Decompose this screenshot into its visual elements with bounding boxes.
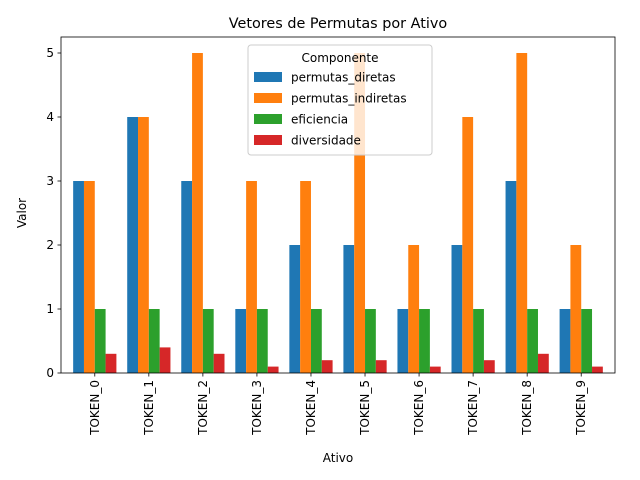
x-tick-label: TOKEN_7 <box>466 380 480 436</box>
bar-permutas_indiretas-TOKEN_2 <box>192 53 203 373</box>
x-tick-label: TOKEN_1 <box>142 380 156 436</box>
x-tick-label: TOKEN_4 <box>304 380 318 436</box>
y-tick-label: 2 <box>46 238 54 252</box>
bar-diversidade-TOKEN_2 <box>213 353 225 373</box>
bar-permutas_indiretas-TOKEN_9 <box>570 245 582 373</box>
bar-eficiencia-TOKEN_8 <box>527 309 538 373</box>
chart-title: Vetores de Permutas por Ativo <box>229 16 448 32</box>
bar-diversidade-TOKEN_6 <box>429 366 441 373</box>
x-tick-label: TOKEN_9 <box>574 380 588 436</box>
x-tick-label: TOKEN_6 <box>412 380 426 436</box>
bar-eficiencia-TOKEN_0 <box>94 309 106 373</box>
bar-permutas_diretas-TOKEN_8 <box>505 181 517 373</box>
y-axis-ticks: 0 1 2 3 4 5 <box>46 46 61 380</box>
legend-label-permutas_indiretas: permutas_indiretas <box>291 92 407 106</box>
bar-diversidade-TOKEN_5 <box>375 360 387 373</box>
bar-permutas_diretas-TOKEN_6 <box>397 309 409 373</box>
bar-permutas_indiretas-TOKEN_4 <box>300 181 311 373</box>
x-tick-label: TOKEN_2 <box>196 380 210 436</box>
x-tick-label: TOKEN_8 <box>520 380 534 436</box>
y-tick-label: 3 <box>46 174 54 188</box>
legend: Componente permutas_diretas permutas_indi… <box>247 44 433 156</box>
bar-permutas_diretas-TOKEN_3 <box>235 309 247 373</box>
bar-eficiencia-TOKEN_9 <box>581 309 593 373</box>
bar-permutas_indiretas-TOKEN_5 <box>354 53 366 373</box>
x-tick-label: TOKEN_3 <box>250 380 264 436</box>
y-tick-label: 5 <box>46 46 54 60</box>
bar-diversidade-TOKEN_8 <box>537 353 549 373</box>
legend-label-diversidade: diversidade <box>291 134 361 148</box>
legend-swatch-permutas_indiretas <box>254 93 282 103</box>
bar-permutas_diretas-TOKEN_2 <box>181 181 193 373</box>
legend-box <box>247 44 433 156</box>
bar-eficiencia-TOKEN_7 <box>473 309 484 373</box>
y-tick-label: 0 <box>46 366 54 380</box>
legend-items: permutas_diretas permutas_indiretaseficie… <box>254 71 407 148</box>
bar-diversidade-TOKEN_7 <box>483 360 495 373</box>
legend-swatch-eficiencia <box>254 114 282 124</box>
x-axis-ticks: TOKEN_0 TOKEN_1 TOKEN_2 TOKEN_3 TOKEN_4 TOKEN… <box>88 373 588 436</box>
legend-swatch-diversidade <box>254 135 282 145</box>
bar-permutas_diretas-TOKEN_0 <box>73 181 84 373</box>
bar-diversidade-TOKEN_0 <box>105 353 117 373</box>
bar-permutas_diretas-TOKEN_1 <box>127 117 139 373</box>
plot-frame <box>60 36 616 374</box>
bar-eficiencia-TOKEN_1 <box>148 309 160 373</box>
x-tick-label: TOKEN_5 <box>358 380 372 436</box>
bar-eficiencia-TOKEN_6 <box>419 309 430 373</box>
bar-eficiencia-TOKEN_5 <box>365 309 376 373</box>
bar-permutas_diretas-TOKEN_4 <box>289 245 301 373</box>
legend-title: Componente <box>301 51 378 65</box>
x-axis-label: Ativo <box>323 451 353 465</box>
legend-label-permutas_diretas: permutas_diretas <box>291 71 396 85</box>
bar-diversidade-TOKEN_3 <box>267 366 279 373</box>
bar-diversidade-TOKEN_9 <box>592 366 603 373</box>
bar-diversidade-TOKEN_1 <box>159 347 171 373</box>
y-tick-label: 1 <box>46 302 54 316</box>
bar-permutas_indiretas-TOKEN_1 <box>138 117 149 373</box>
bar-permutas_diretas-TOKEN_7 <box>451 245 463 373</box>
bar-eficiencia-TOKEN_4 <box>310 309 322 373</box>
bars-group <box>73 53 603 373</box>
y-axis-label: Valor <box>15 198 29 228</box>
legend-swatch-permutas_diretas <box>254 72 282 82</box>
bar-eficiencia-TOKEN_2 <box>202 309 214 373</box>
bar-eficiencia-TOKEN_3 <box>256 309 268 373</box>
bar-permutas_diretas-TOKEN_5 <box>343 245 355 373</box>
bar-permutas_indiretas-TOKEN_3 <box>246 181 257 373</box>
bar-permutas_indiretas-TOKEN_8 <box>516 53 528 373</box>
y-tick-label: 4 <box>46 110 54 124</box>
legend-label-eficiencia: eficiencia <box>291 113 348 127</box>
bar-permutas_diretas-TOKEN_9 <box>559 309 571 373</box>
bar-permutas_indiretas-TOKEN_0 <box>83 181 95 373</box>
bar-permutas_indiretas-TOKEN_6 <box>408 245 420 373</box>
bar-diversidade-TOKEN_4 <box>321 360 333 373</box>
x-tick-label: TOKEN_0 <box>88 380 102 436</box>
bar-permutas_indiretas-TOKEN_7 <box>462 117 474 373</box>
